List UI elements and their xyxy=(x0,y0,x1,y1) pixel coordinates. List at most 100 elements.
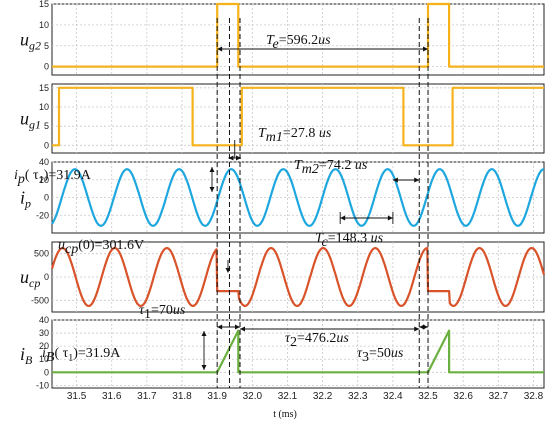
y-tick-label: 0 xyxy=(44,272,49,282)
panel-frame-iB xyxy=(51,319,545,389)
arrowhead xyxy=(423,324,429,330)
te-label-sub: e xyxy=(273,37,279,52)
te-label: Te=596.2us xyxy=(266,33,331,52)
series-line-iB xyxy=(52,329,544,374)
y-tick-label: 20 xyxy=(39,341,49,351)
tm2-label-main: T xyxy=(294,158,303,173)
ucp0-arrowhead xyxy=(225,268,231,273)
y-tick-label: 0 xyxy=(44,62,49,72)
marker-layer xyxy=(216,18,429,388)
tc-label-main: T xyxy=(315,231,324,246)
arrowhead xyxy=(209,167,215,172)
ib-tau1-label-sub: B xyxy=(46,350,55,365)
ip-tau1-label-rest: ( τ xyxy=(25,168,39,183)
tc-label-unit: us xyxy=(371,231,384,246)
y-axis-label-sub: p xyxy=(24,197,31,211)
arrowhead xyxy=(423,46,429,52)
y-tick-label: 5 xyxy=(44,121,49,131)
tm1-label-unit: us xyxy=(319,126,332,141)
tau2-label: τ2=476.2us xyxy=(285,331,349,350)
ucp0-label-sub: cp xyxy=(65,242,78,257)
y-tick-label: 500 xyxy=(34,249,49,259)
ib-tau1-label-tail: )=31.9A xyxy=(73,346,121,361)
tau3-label-value: =50 xyxy=(369,346,391,361)
ib-tau1-label-main: i xyxy=(42,346,46,361)
y-tick-label: -500 xyxy=(31,295,49,305)
x-tick-label: 31.7 xyxy=(137,391,157,402)
ucp0-label-main: u xyxy=(58,238,65,253)
y-axis-label-sub: g1 xyxy=(29,118,41,132)
x-tick-label: 32.8 xyxy=(524,391,544,402)
panel-frame-ug2 xyxy=(51,3,545,76)
x-tick-label: 31.5 xyxy=(67,391,87,402)
ib-tau1-label-rest: ( τ xyxy=(54,346,68,361)
y-tick-label: 10 xyxy=(39,20,49,30)
arrowhead xyxy=(235,324,241,330)
series-line-ug1 xyxy=(52,86,544,147)
tau1-label-sub: 1 xyxy=(144,307,151,322)
tau2-label-main: τ xyxy=(285,331,291,346)
tm2-label-sub: m2 xyxy=(302,162,319,177)
tm1-label: Tm1=27.8 us xyxy=(258,126,332,145)
tau1-label: τ1=70us xyxy=(139,303,186,322)
x-tick-label: 32.2 xyxy=(313,391,333,402)
tc-label: Tc=148.3 us xyxy=(315,231,384,250)
tm2-label-value: =74.2 xyxy=(319,158,355,173)
series-line-ip xyxy=(51,168,545,227)
y-tick-label: 40 xyxy=(39,157,49,167)
arrowhead xyxy=(217,324,223,330)
y-axis-label-ug1: ug1 xyxy=(20,109,41,132)
arrowhead xyxy=(414,326,420,332)
tau2-label-value: =476.2 xyxy=(297,331,336,346)
x-tick-label: 31.9 xyxy=(207,391,227,402)
arrowhead xyxy=(236,155,242,161)
ip-tau1-label-rest-sub: 1 xyxy=(39,175,44,186)
tau2-label-sub: 2 xyxy=(290,335,297,350)
panel-frame-ug1 xyxy=(51,83,545,154)
tau1-label-value: =70 xyxy=(151,303,173,318)
y-tick-label: 5 xyxy=(44,41,49,51)
x-tick-label: 31.6 xyxy=(102,391,122,402)
te-label-value: =596.2 xyxy=(279,33,318,48)
arrowhead xyxy=(419,324,425,330)
tau3-label-unit: us xyxy=(391,346,404,361)
tau2-label-unit: us xyxy=(336,331,349,346)
ip-tau1-label-tail: )=31.9A xyxy=(44,168,92,183)
y-axis-label-ug2: ug2 xyxy=(20,30,41,53)
y-axis-label-ip: ip xyxy=(20,188,31,211)
y-axis-label-iB: iB xyxy=(20,344,33,367)
y-tick-label: 0 xyxy=(44,367,49,377)
x-tick-label: 32.7 xyxy=(489,391,509,402)
arrowhead xyxy=(240,326,246,332)
x-tick-label: 32.5 xyxy=(418,391,438,402)
tm1-label-sub: m1 xyxy=(266,130,283,145)
tau3-label-sub: 3 xyxy=(362,350,369,365)
ucp0-label: ucp(0)=301.6V xyxy=(58,238,144,257)
tc-label-value: =148.3 xyxy=(328,231,371,246)
tm1-label-value: =27.8 xyxy=(283,126,319,141)
tau3-label-main: τ xyxy=(357,346,363,361)
y-tick-label: 10 xyxy=(39,102,49,112)
x-tick-label: 32.3 xyxy=(348,391,368,402)
y-tick-label: 0 xyxy=(44,193,49,203)
x-axis-label: t (ms) xyxy=(273,409,297,420)
y-tick-label: 15 xyxy=(39,83,49,93)
x-tick-label: 32.0 xyxy=(243,391,263,402)
axes-layer: 051015ug2051015ug1-2002040ip-5000500ucp-… xyxy=(20,0,545,402)
y-tick-label: 40 xyxy=(39,315,49,325)
ip-tau1-label: ip( τ1)=31.9A xyxy=(14,168,92,187)
ib-tau1-label-rest-sub: 1 xyxy=(68,353,73,364)
x-tick-label: 32.4 xyxy=(383,391,403,402)
arrowhead xyxy=(414,177,420,183)
y-tick-label: -10 xyxy=(36,380,49,390)
series-line-ucp xyxy=(50,247,546,307)
arrowhead xyxy=(201,331,207,336)
ip-tau1-label-main: i xyxy=(14,168,18,183)
tc-label-sub: c xyxy=(322,235,329,250)
tm2-label: Tm2=74.2 us xyxy=(294,158,368,177)
ip-tau1-label-sub: p xyxy=(17,172,25,187)
y-axis-label-ucp: ucp xyxy=(20,267,40,290)
arrowhead xyxy=(209,187,215,192)
